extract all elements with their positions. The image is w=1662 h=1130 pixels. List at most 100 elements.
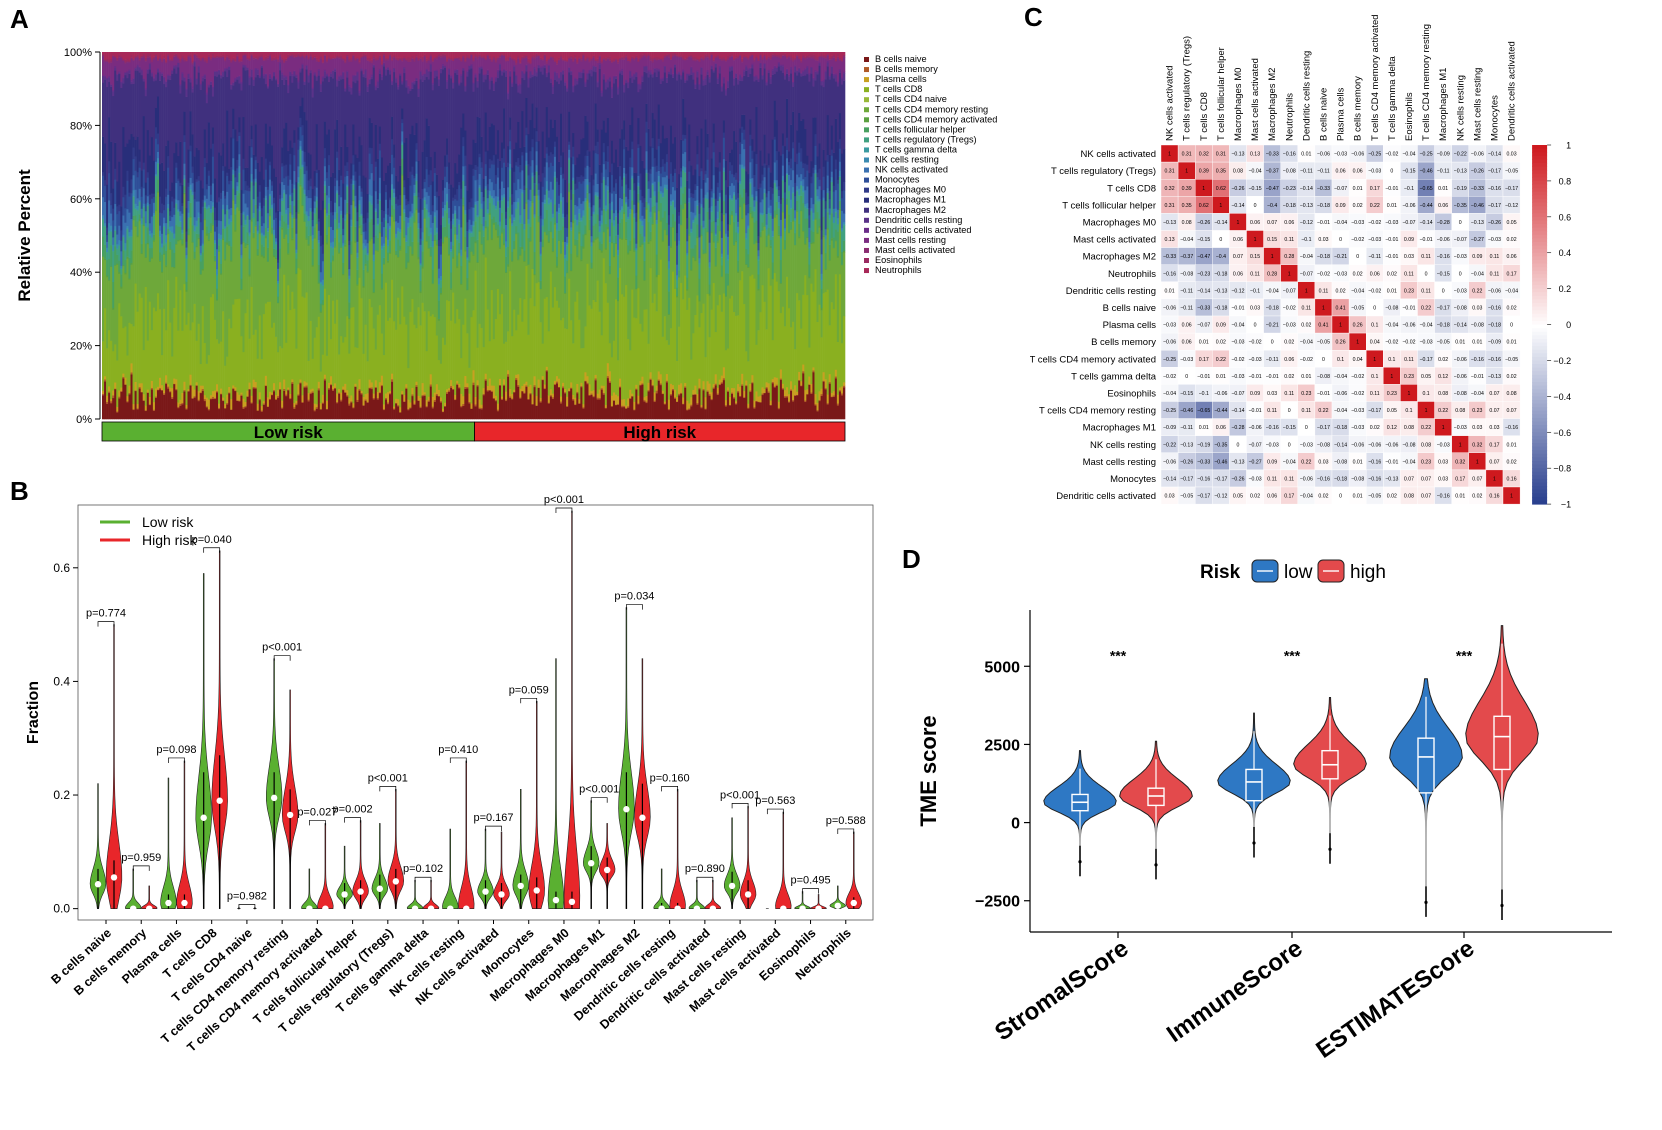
stack-segment (190, 203, 192, 217)
stack-segment (295, 249, 297, 253)
stack-segment (346, 171, 348, 176)
stack-segment (135, 52, 137, 56)
stack-segment (112, 282, 114, 308)
stack-segment (548, 190, 550, 198)
stack-segment (133, 137, 135, 148)
stack-segment (375, 52, 377, 57)
stack-segment (344, 61, 346, 63)
stack-segment (320, 52, 322, 56)
stack-segment (393, 193, 395, 198)
stack-segment (369, 388, 371, 419)
stack-segment (196, 79, 198, 85)
stack-segment (114, 57, 116, 66)
stack-segment (413, 400, 415, 404)
stack-segment (324, 181, 326, 185)
stack-segment (342, 183, 344, 217)
stack-segment (149, 195, 151, 204)
stack-segment (147, 130, 149, 172)
stack-segment (192, 52, 194, 62)
stack-segment (426, 407, 428, 419)
stack-segment (381, 65, 383, 75)
stack-segment (299, 127, 301, 141)
stack-segment (481, 192, 483, 204)
stack-segment (436, 240, 438, 245)
stack-segment (320, 312, 322, 371)
stack-segment (519, 398, 521, 419)
stack-segment (179, 93, 181, 142)
stack-segment (489, 195, 491, 203)
stack-segment (102, 197, 104, 215)
stack-segment (149, 69, 151, 155)
stack-segment (306, 69, 308, 120)
stack-segment (106, 404, 108, 420)
stack-segment (293, 409, 295, 420)
stack-segment (424, 52, 426, 55)
stack-segment (422, 57, 424, 61)
stack-segment (483, 58, 485, 75)
stack-segment (299, 68, 301, 70)
stack-segment (385, 399, 387, 419)
stack-segment (464, 52, 466, 58)
stack-segment (442, 408, 444, 411)
stack-segment (397, 52, 399, 58)
stack-segment (356, 389, 358, 400)
stack-segment (110, 267, 112, 341)
stack-segment (257, 75, 259, 163)
stack-segment (200, 85, 202, 90)
stack-segment (316, 173, 318, 188)
stack-segment (556, 73, 558, 76)
stack-segment (306, 215, 308, 226)
stack-segment (131, 237, 133, 251)
stack-segment (299, 269, 301, 379)
stack-segment (171, 226, 173, 232)
stack-segment (291, 384, 293, 420)
stack-segment (304, 381, 306, 386)
stack-segment (525, 56, 527, 58)
stack-segment (340, 211, 342, 215)
stack-segment (145, 223, 147, 226)
stack-segment (293, 403, 295, 407)
stack-segment (222, 143, 224, 166)
stack-segment (564, 389, 566, 393)
stack-segment (110, 401, 112, 403)
stack-segment (495, 222, 497, 229)
stack-segment (108, 200, 110, 223)
stack-segment (399, 216, 401, 230)
stack-segment (499, 314, 501, 379)
stack-segment (192, 399, 194, 420)
stack-segment (194, 251, 196, 258)
stack-segment (428, 396, 430, 400)
stack-segment (283, 165, 285, 178)
stack-segment (487, 190, 489, 198)
stack-segment (475, 397, 477, 405)
stack-segment (334, 323, 336, 383)
stack-segment (574, 183, 576, 189)
stack-segment (224, 260, 226, 365)
stack-segment (415, 328, 417, 382)
stack-segment (299, 70, 301, 73)
stack-segment (167, 388, 169, 419)
stack-segment (532, 147, 534, 160)
stack-segment (273, 257, 275, 323)
stack-segment (116, 52, 118, 58)
stack-segment (487, 52, 489, 55)
stack-segment (413, 324, 415, 400)
stack-segment (210, 399, 212, 419)
stack-segment (399, 412, 401, 419)
stack-segment (365, 264, 367, 266)
stack-segment (507, 247, 509, 265)
stack-segment (128, 237, 130, 258)
stack-segment (190, 374, 192, 384)
stack-segment (314, 73, 316, 75)
stack-segment (120, 392, 122, 420)
stack-segment (126, 257, 128, 259)
stack-segment (452, 201, 454, 214)
stack-segment (365, 248, 367, 255)
stack-segment (432, 241, 434, 247)
stack-segment (204, 129, 206, 158)
stack-segment (255, 226, 257, 330)
stack-segment (483, 52, 485, 56)
stack-segment (552, 214, 554, 218)
stack-segment (397, 228, 399, 232)
stack-segment (263, 247, 265, 257)
